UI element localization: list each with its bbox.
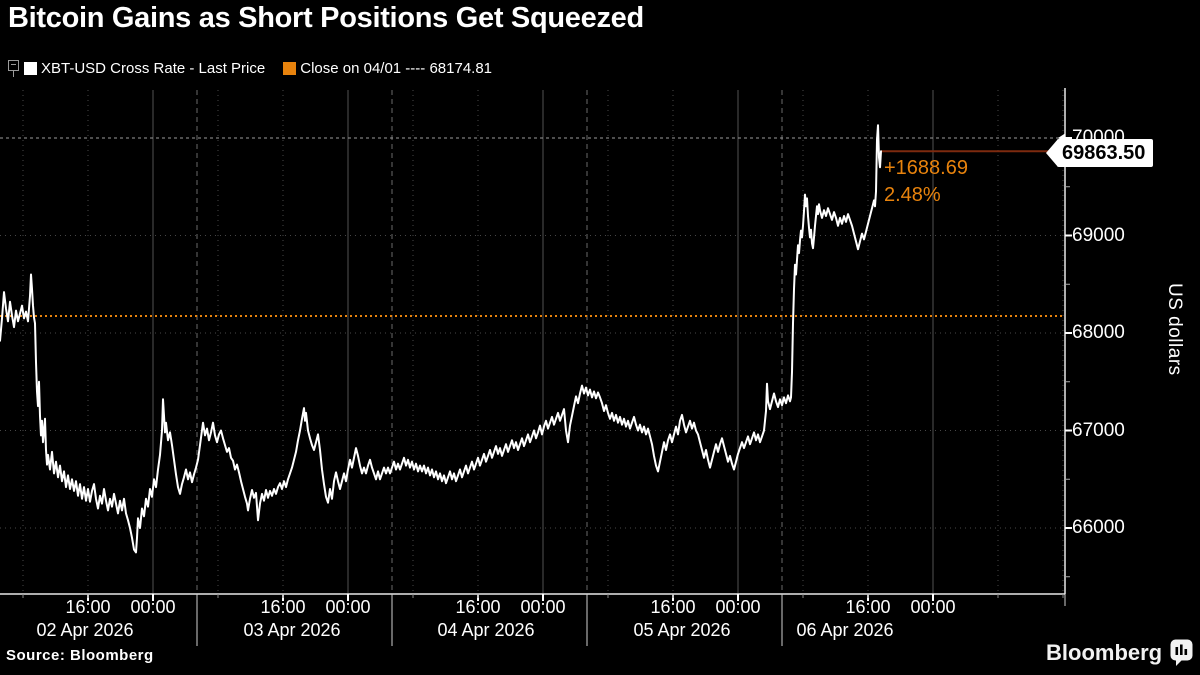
x-axis-time-label: 00:00: [910, 597, 956, 617]
bloomberg-bug-icon: [1170, 639, 1193, 666]
y-axis-tick-label: 67000: [1072, 419, 1125, 441]
y-axis-tick-label: 69000: [1072, 224, 1125, 246]
x-axis-time-label: 16:00: [845, 597, 891, 617]
last-price-flag-arrow-icon: [1046, 139, 1058, 167]
x-axis-date-label: 04 Apr 2026: [437, 620, 535, 640]
x-axis-time-label: 16:00: [260, 597, 306, 617]
x-axis-time-label: 16:00: [650, 597, 696, 617]
change-value: +1688.69: [884, 157, 968, 179]
series1-swatch-icon: [24, 62, 37, 75]
x-axis-time-label: 16:00: [65, 597, 111, 617]
legend-series1-label: XBT-USD Cross Rate - Last Price: [41, 60, 266, 77]
x-axis-time-label: 00:00: [520, 597, 566, 617]
legend-series2-label: Close on 04/01 ---- 68174.81: [300, 60, 493, 77]
bloomberg-logo: Bloomberg: [1046, 639, 1193, 666]
y-axis-tick-label: 68000: [1072, 322, 1125, 343]
change-percent: 2.48%: [884, 184, 941, 206]
x-axis-time-label: 00:00: [325, 597, 371, 617]
x-axis-time-label: 16:00: [455, 597, 501, 617]
y-axis-title: US dollars: [1164, 283, 1185, 376]
last-price-flag: 69863.50: [1057, 139, 1154, 167]
change-annotation: +1688.69 2.48%: [884, 155, 968, 209]
bloomberg-wordmark: Bloomberg: [1046, 639, 1163, 665]
x-axis-time-label: 00:00: [715, 597, 761, 617]
chart-title: Bitcoin Gains as Short Positions Get Squ…: [8, 2, 644, 34]
source-credit: Source: Bloomberg: [6, 647, 154, 664]
x-axis-date-label: 03 Apr 2026: [243, 620, 341, 640]
legend-tree-toggle-icon[interactable]: [8, 60, 19, 77]
y-axis-tick-label: 66000: [1072, 517, 1125, 538]
x-axis-date-label: 02 Apr 2026: [36, 620, 134, 640]
x-axis-time-label: 00:00: [130, 597, 176, 617]
x-axis-date-label: 05 Apr 2026: [633, 620, 731, 640]
chart-legend: XBT-USD Cross Rate - Last Price Close on…: [8, 60, 492, 77]
series2-swatch-icon: [283, 62, 297, 75]
x-axis-date-label: 06 Apr 2026: [796, 620, 894, 640]
